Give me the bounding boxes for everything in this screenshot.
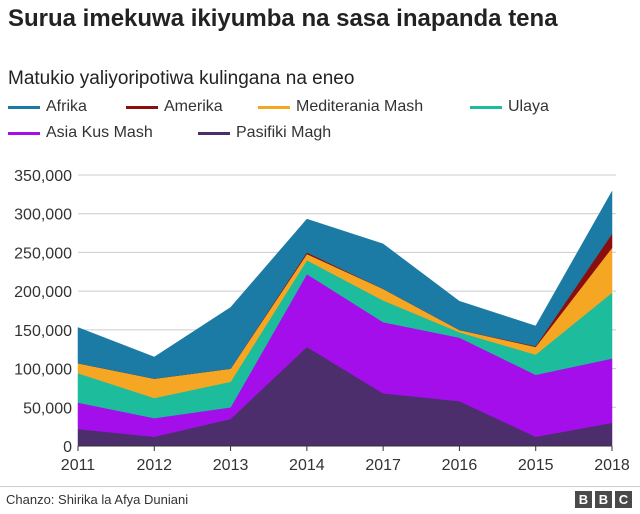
y-tick-label: 200,000 <box>14 284 72 301</box>
legend-label-amerika: Amerika <box>164 98 223 115</box>
y-tick-label: 300,000 <box>14 207 72 224</box>
legend-label-mediterania-mash: Mediterania Mash <box>296 98 424 115</box>
legend-label-asia-kus-mash: Asia Kus Mash <box>46 124 153 141</box>
y-tick-label: 350,000 <box>14 168 72 185</box>
y-tick-label: 0 <box>63 439 72 456</box>
chart-title: Surua imekuwa ikiyumba na sasa inapanda … <box>8 5 558 32</box>
x-tick-label: 2017 <box>365 457 401 474</box>
bbc-logo: B B C <box>575 491 632 508</box>
area-series <box>77 190 613 447</box>
source-note: Chanzo: Shirika la Afya Duniani <box>6 492 189 507</box>
legend-swatch-pasifiki-magh <box>198 131 230 135</box>
y-tick-label: 250,000 <box>14 245 72 262</box>
axes: 0 50,000 100,000 150,000 200,000 250,000 300,0… <box>14 168 630 474</box>
legend-swatch-afrika <box>8 105 40 109</box>
bbc-logo-letter: B <box>575 491 592 508</box>
y-tick-label: 50,000 <box>23 400 72 417</box>
y-tick-label: 150,000 <box>14 323 72 340</box>
legend-item-asia-kus-mash: Asia Kus Mash <box>8 124 153 142</box>
legend-label-pasifiki-magh: Pasifiki Magh <box>236 124 332 141</box>
legend-swatch-ulaya <box>470 105 502 109</box>
legend-swatch-mediterania-mash <box>258 105 290 109</box>
legend-item-afrika: Afrika <box>8 98 87 116</box>
y-tick-label: 100,000 <box>14 362 72 379</box>
footer-divider <box>0 486 640 487</box>
x-tick-label: 2014 <box>289 457 325 474</box>
legend-item-mediterania-mash: Mediterania Mash <box>258 98 423 116</box>
legend-label-ulaya: Ulaya <box>508 98 549 115</box>
area-afrika <box>77 190 613 379</box>
x-tick-label: 2018 <box>594 457 630 474</box>
legend-item-pasifiki-magh: Pasifiki Magh <box>198 124 331 142</box>
legend-swatch-asia-kus-mash <box>8 131 40 135</box>
x-tick-label: 2013 <box>213 457 249 474</box>
x-tick-label: 2015 <box>518 457 554 474</box>
chart-legend: Afrika Amerika Mediterania Mash Ulaya As… <box>8 98 628 150</box>
x-tick-label: 2012 <box>136 457 172 474</box>
chart-subtitle: Matukio yaliyoripotiwa kulingana na eneo <box>8 68 355 89</box>
x-tick-label: 2011 <box>61 457 96 474</box>
legend-item-ulaya: Ulaya <box>470 98 549 116</box>
legend-swatch-amerika <box>126 105 158 109</box>
legend-item-amerika: Amerika <box>126 98 223 116</box>
stacked-area-chart: 0 50,000 100,000 150,000 200,000 250,000 300,0… <box>14 168 630 474</box>
bbc-logo-letter: C <box>615 491 632 508</box>
bbc-logo-letter: B <box>595 491 612 508</box>
x-tick-label: 2016 <box>442 457 478 474</box>
legend-label-afrika: Afrika <box>46 98 87 115</box>
